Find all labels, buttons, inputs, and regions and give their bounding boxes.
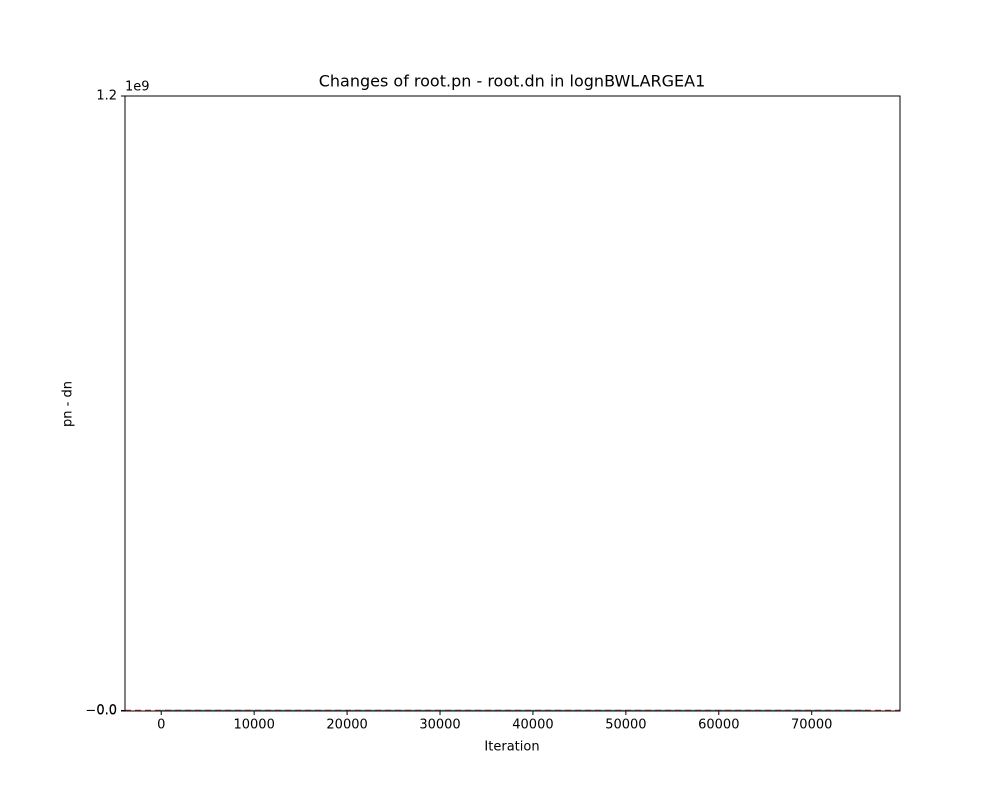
x-tick-label: 40000 xyxy=(512,718,553,733)
x-tick-label: 20000 xyxy=(326,718,367,733)
y-axis-label: pn - dn xyxy=(61,381,76,427)
x-tick-label: 0 xyxy=(157,718,165,733)
y-tick-label: −0.0 xyxy=(85,704,117,719)
chart-title: Changes of root.pn - root.dn in lognBWLA… xyxy=(319,72,706,91)
plot-frame xyxy=(124,95,901,712)
x-tick-label: 50000 xyxy=(605,718,646,733)
x-tick-label: 10000 xyxy=(233,718,274,733)
x-tick-label: 30000 xyxy=(419,718,460,733)
y-tick-label: 1.2 xyxy=(96,89,117,104)
x-tick-label: 60000 xyxy=(698,718,739,733)
y-offset-label: 1e9 xyxy=(125,80,150,95)
y-tick-label: 0.0 xyxy=(96,703,117,718)
x-tick-label: 70000 xyxy=(791,718,832,733)
x-axis-label: Iteration xyxy=(484,740,539,755)
